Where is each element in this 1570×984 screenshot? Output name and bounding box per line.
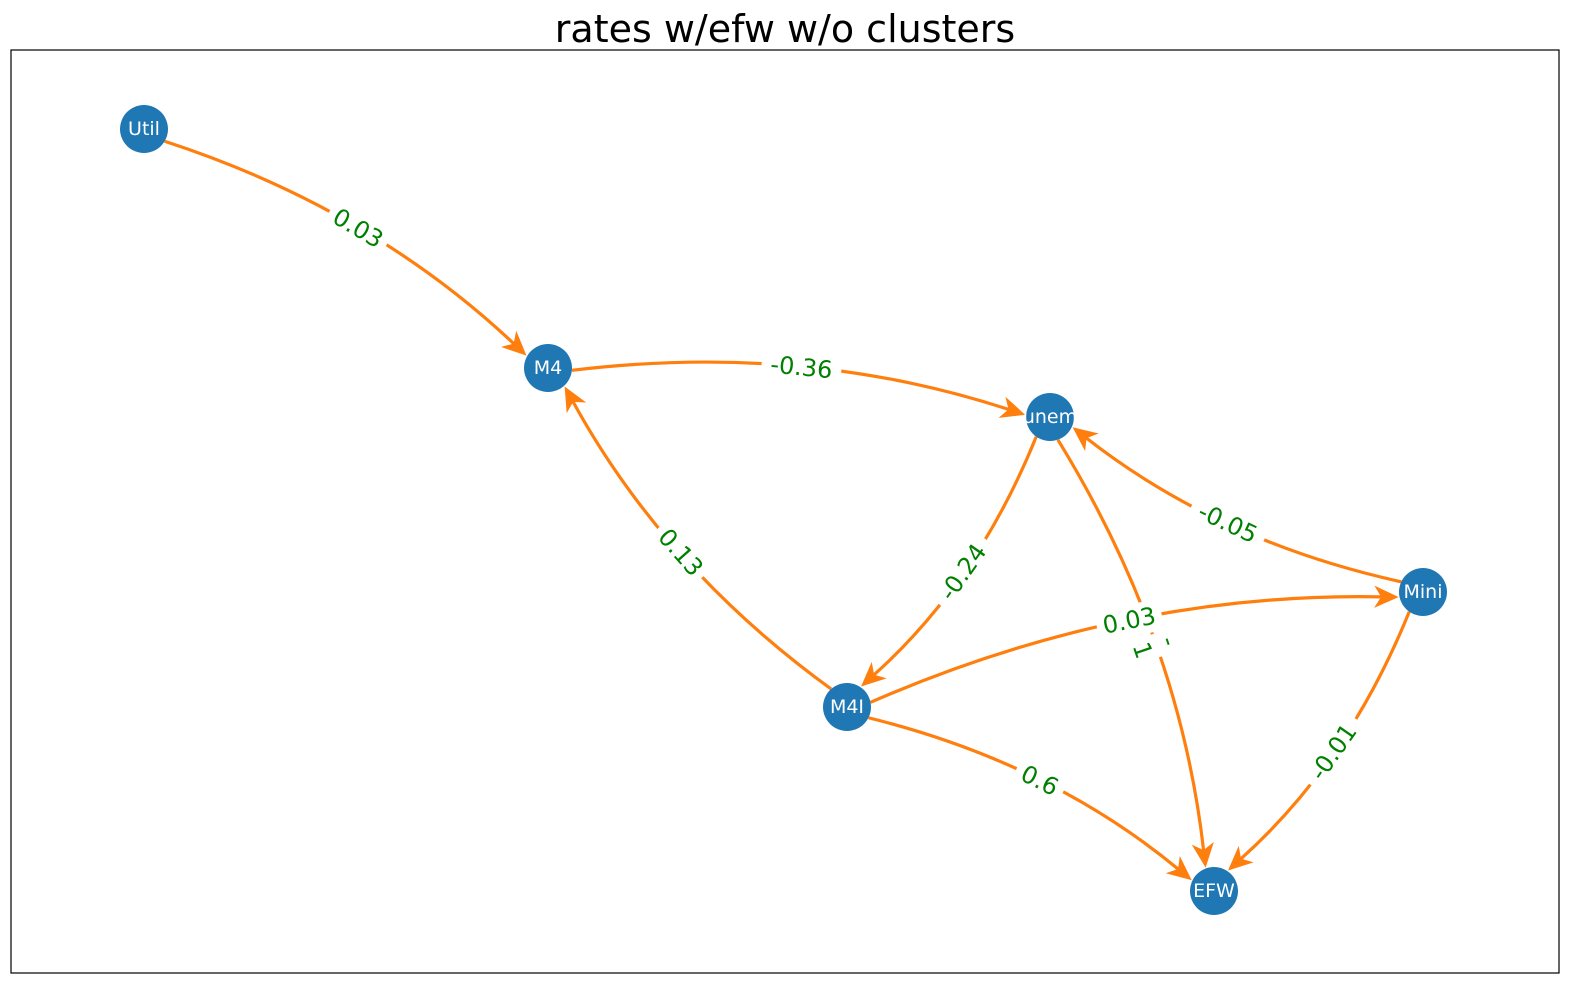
diagram-title: rates w/efw w/o clusters bbox=[554, 7, 1016, 51]
node-label: Mini bbox=[1404, 581, 1443, 603]
edge-label-M4-unem: -0.36 bbox=[760, 347, 843, 388]
arrowhead bbox=[1072, 427, 1099, 452]
arrowhead bbox=[1228, 845, 1254, 871]
edge-line bbox=[571, 400, 833, 691]
edge-label-Util-M4: 0.03 bbox=[321, 197, 395, 259]
edge-M4I-EFW bbox=[868, 716, 1192, 881]
arrowhead bbox=[564, 386, 587, 414]
edge-label-bg bbox=[926, 530, 1000, 615]
edge-label-bg bbox=[1297, 709, 1370, 794]
node-label: EFW bbox=[1193, 880, 1235, 902]
edge-line bbox=[164, 139, 516, 345]
node-Mini: Mini bbox=[1399, 568, 1447, 616]
node-M4I: M4I bbox=[823, 683, 871, 731]
arrowhead bbox=[861, 661, 887, 687]
edge-weight-text: -0.05 bbox=[1194, 497, 1262, 549]
edge-label-bg bbox=[760, 347, 843, 388]
edge-label-bg bbox=[1184, 491, 1271, 555]
node-circle bbox=[1399, 568, 1447, 616]
edge-M4I-M4 bbox=[564, 386, 833, 691]
edge-line bbox=[1085, 436, 1402, 584]
edge-label-bg bbox=[1123, 624, 1188, 667]
edge-label-bg bbox=[646, 517, 715, 588]
edge-label-bg bbox=[1093, 598, 1165, 643]
arrowhead bbox=[1191, 842, 1214, 868]
arrowhead bbox=[1165, 855, 1192, 881]
edge-label-Mini-EFW: -0.01 bbox=[1297, 709, 1370, 794]
edge-line bbox=[868, 716, 1180, 871]
edge-label-Mini-unem: -0.05 bbox=[1184, 491, 1271, 555]
edge-label-bg bbox=[1009, 754, 1071, 807]
node-circle bbox=[120, 105, 168, 153]
node-circle bbox=[1026, 393, 1074, 441]
edge-weight-text: -0.36 bbox=[769, 350, 834, 384]
node-unem: unem bbox=[1023, 393, 1077, 441]
edge-Mini-EFW bbox=[1228, 611, 1411, 871]
edge-weight-text: -0.24 bbox=[934, 539, 993, 606]
arrowhead bbox=[1374, 585, 1399, 608]
node-Util: Util bbox=[120, 105, 168, 153]
node-label: M4 bbox=[534, 357, 562, 379]
node-M4: M4 bbox=[524, 344, 572, 392]
node-label: unem bbox=[1023, 406, 1077, 428]
arrowhead bbox=[998, 396, 1026, 418]
edge-weight-text: -0.01 bbox=[1304, 718, 1363, 785]
edge-Util-M4 bbox=[164, 139, 527, 356]
edge-label-unem-EFW: -1 bbox=[1123, 624, 1188, 667]
node-label: Util bbox=[128, 118, 160, 140]
node-circle bbox=[1190, 867, 1238, 915]
node-circle bbox=[823, 683, 871, 731]
edge-label-M4I-EFW: 0.6 bbox=[1009, 754, 1071, 807]
edge-label-bg bbox=[321, 197, 395, 259]
arrowhead bbox=[501, 330, 527, 356]
node-label: M4I bbox=[830, 696, 864, 718]
node-EFW: EFW bbox=[1190, 867, 1238, 915]
plot-frame bbox=[10, 49, 1560, 974]
node-circle bbox=[524, 344, 572, 392]
edge-weight-text: 0.03 bbox=[1100, 602, 1158, 640]
edge-label-unem-M4I: -0.24 bbox=[926, 530, 1000, 615]
edge-unem-M4I bbox=[861, 436, 1038, 687]
edge-line bbox=[1239, 611, 1411, 861]
